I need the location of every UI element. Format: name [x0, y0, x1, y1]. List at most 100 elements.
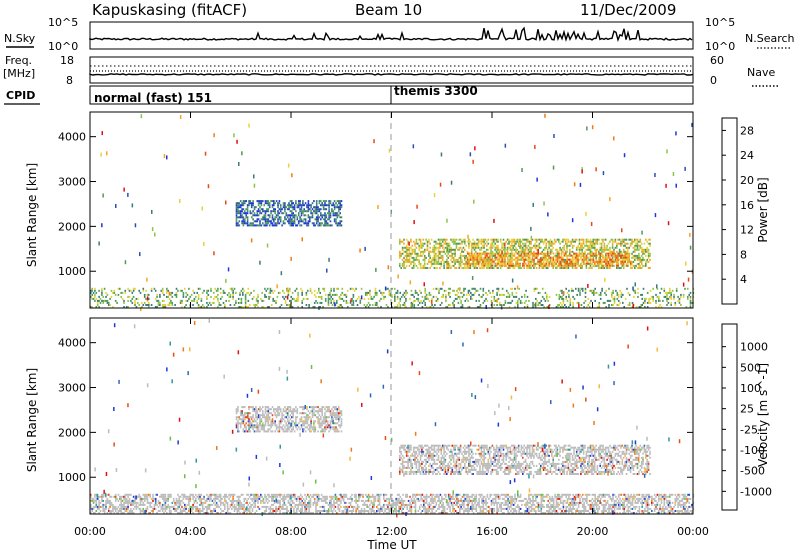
echo-cell	[338, 214, 340, 217]
echo-cell	[399, 256, 401, 259]
echo-cell	[335, 214, 337, 217]
echo-cell	[588, 258, 590, 261]
echo-cell	[623, 258, 625, 261]
echo-cell	[450, 448, 452, 451]
echo-cell	[522, 250, 524, 253]
echo-cell	[447, 287, 450, 290]
echo-cell	[417, 446, 419, 449]
freq-panel: Freq. [MHz] 18 8 60 0 Nave	[3, 54, 778, 87]
echo-cell	[328, 212, 330, 215]
echo-cell	[588, 267, 590, 269]
echo-cell	[315, 208, 318, 211]
echo-cell	[430, 454, 433, 457]
echo-cell	[421, 468, 423, 471]
echo-cell	[159, 293, 161, 296]
echo-cell	[454, 254, 456, 257]
echo-cell	[269, 295, 272, 298]
echo-cell	[622, 238, 625, 241]
echo-cell	[455, 454, 458, 457]
echo-cell	[233, 287, 236, 290]
echo-cell	[418, 464, 420, 467]
echo-cell	[418, 260, 420, 263]
echo-cell	[469, 468, 472, 471]
echo-cell	[417, 454, 419, 457]
echo-cell	[490, 295, 493, 298]
echo-cell	[649, 242, 651, 245]
echo-cell	[310, 430, 312, 433]
echo-cell	[545, 254, 548, 257]
echo-cell	[430, 446, 433, 449]
echo-cell	[513, 238, 516, 241]
echo-cell	[300, 412, 303, 415]
echo-cell	[592, 238, 595, 241]
echo-cell	[399, 252, 401, 255]
echo-cell	[472, 456, 474, 459]
echo-cell	[479, 256, 481, 259]
echo-cell	[572, 304, 574, 306]
echo-cell	[459, 473, 462, 475]
echo-cell	[574, 267, 577, 269]
echo-cell	[227, 267, 230, 272]
echo-cell	[336, 422, 339, 425]
echo-cell	[588, 301, 591, 304]
echo-cell	[585, 248, 588, 251]
echo-cell	[581, 242, 583, 245]
echo-cell	[285, 206, 288, 209]
echo-cell	[321, 412, 323, 415]
echo-cell	[284, 430, 286, 433]
echo-cell	[454, 250, 456, 253]
echo-cell	[625, 258, 628, 261]
echo-cell	[426, 240, 429, 243]
echo-cell	[459, 264, 462, 267]
echo-cell	[235, 222, 238, 225]
echo-cell	[237, 212, 239, 215]
echo-cell	[399, 470, 401, 473]
echo-cell	[267, 422, 270, 425]
echo-cell	[584, 295, 587, 298]
echo-cell	[242, 204, 245, 207]
echo-cell	[291, 291, 294, 294]
echo-cell	[90, 289, 92, 292]
echo-cell	[534, 256, 537, 259]
echo-cell	[311, 412, 314, 415]
echo-cell	[425, 238, 427, 241]
echo-cell	[433, 462, 436, 465]
echo-cell	[446, 238, 448, 241]
echo-cell	[307, 200, 310, 203]
echo-cell	[589, 262, 592, 265]
echo-cell	[456, 293, 458, 296]
echo-cell	[616, 262, 618, 265]
echo-cell	[279, 306, 281, 308]
echo-cell	[472, 264, 474, 267]
echo-cell	[422, 446, 425, 449]
echo-cell	[320, 426, 322, 429]
echo-cell	[435, 256, 437, 259]
echo-cell	[611, 254, 614, 257]
echo-cell	[328, 200, 330, 203]
echo-cell	[414, 262, 416, 265]
echo-cell	[248, 293, 251, 296]
echo-cell	[565, 306, 567, 308]
echo-cell	[426, 267, 429, 269]
echo-cell	[314, 210, 317, 213]
echo-cell	[278, 202, 281, 205]
echo-cell	[247, 287, 250, 290]
echo-cell	[511, 278, 514, 283]
echo-cell	[289, 218, 292, 221]
echo-cell	[201, 304, 204, 306]
echo-cell	[207, 293, 210, 296]
echo-cell	[309, 430, 311, 433]
echo-cell	[586, 126, 588, 131]
echo-cell	[514, 287, 516, 290]
echo-cell	[484, 466, 487, 469]
echo-cell	[678, 297, 681, 300]
echo-cell	[638, 248, 640, 251]
echo-cell	[643, 258, 646, 261]
echo-cell	[670, 291, 672, 294]
echo-cell	[411, 462, 414, 465]
echo-cell	[267, 414, 270, 417]
echo-cell	[468, 448, 470, 451]
echo-cell	[559, 306, 562, 308]
echo-cell	[565, 297, 567, 300]
echo-cell	[423, 464, 426, 467]
